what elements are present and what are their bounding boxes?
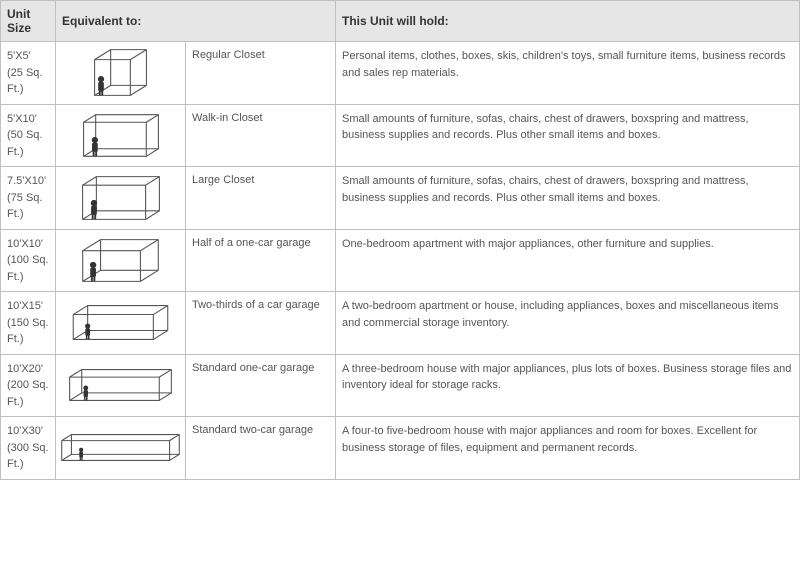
unit-size-cell: 5'X5'(25 Sq. Ft.) bbox=[1, 42, 56, 105]
equivalent-cell: Regular Closet bbox=[186, 42, 336, 105]
table-row: 10'X20'(200 Sq. Ft.) Standard one-car ga… bbox=[1, 354, 800, 417]
storage-unit-icon bbox=[58, 431, 183, 464]
unit-diagram-cell bbox=[56, 167, 186, 230]
unit-size-cell: 10'X10'(100 Sq. Ft.) bbox=[1, 229, 56, 292]
header-equivalent: Equivalent to: bbox=[56, 1, 336, 42]
storage-unit-icon bbox=[58, 302, 183, 343]
table-row: 7.5'X10'(75 Sq. Ft.) Large ClosetSmall a… bbox=[1, 167, 800, 230]
storage-unit-icon bbox=[58, 111, 183, 160]
table-row: 10'X15'(150 Sq. Ft.) Two-thirds of a car… bbox=[1, 292, 800, 355]
holds-cell: One-bedroom apartment with major applian… bbox=[336, 229, 800, 292]
equivalent-cell: Walk-in Closet bbox=[186, 104, 336, 167]
table-header-row: Unit Size Equivalent to: This Unit will … bbox=[1, 1, 800, 42]
storage-unit-icon bbox=[58, 46, 183, 99]
equivalent-cell: Half of a one-car garage bbox=[186, 229, 336, 292]
unit-diagram-cell bbox=[56, 292, 186, 355]
storage-size-table: Unit Size Equivalent to: This Unit will … bbox=[0, 0, 800, 480]
holds-cell: Personal items, clothes, boxes, skis, ch… bbox=[336, 42, 800, 105]
table-row: 10'X30'(300 Sq. Ft.) Standard two-car ga… bbox=[1, 417, 800, 480]
unit-size-cell: 7.5'X10'(75 Sq. Ft.) bbox=[1, 167, 56, 230]
holds-cell: Small amounts of furniture, sofas, chair… bbox=[336, 104, 800, 167]
holds-cell: A three-bedroom house with major applian… bbox=[336, 354, 800, 417]
header-unit-size: Unit Size bbox=[1, 1, 56, 42]
unit-size-cell: 10'X20'(200 Sq. Ft.) bbox=[1, 354, 56, 417]
storage-unit-icon bbox=[58, 173, 183, 223]
table-row: 10'X10'(100 Sq. Ft.) Half of a one-car g… bbox=[1, 229, 800, 292]
unit-diagram-cell bbox=[56, 42, 186, 105]
holds-cell: A four-to five-bedroom house with major … bbox=[336, 417, 800, 480]
header-holds: This Unit will hold: bbox=[336, 1, 800, 42]
unit-size-cell: 5'X10'(50 Sq. Ft.) bbox=[1, 104, 56, 167]
equivalent-cell: Two-thirds of a car garage bbox=[186, 292, 336, 355]
unit-diagram-cell bbox=[56, 354, 186, 417]
table-row: 5'X10'(50 Sq. Ft.) Walk-in ClosetSmall a… bbox=[1, 104, 800, 167]
equivalent-cell: Standard two-car garage bbox=[186, 417, 336, 480]
unit-diagram-cell bbox=[56, 229, 186, 292]
unit-size-cell: 10'X30'(300 Sq. Ft.) bbox=[1, 417, 56, 480]
equivalent-cell: Large Closet bbox=[186, 167, 336, 230]
table-row: 5'X5'(25 Sq. Ft.) Regular ClosetPersonal… bbox=[1, 42, 800, 105]
equivalent-cell: Standard one-car garage bbox=[186, 354, 336, 417]
storage-unit-icon bbox=[58, 366, 183, 404]
unit-diagram-cell bbox=[56, 104, 186, 167]
holds-cell: A two-bedroom apartment or house, includ… bbox=[336, 292, 800, 355]
holds-cell: Small amounts of furniture, sofas, chair… bbox=[336, 167, 800, 230]
unit-diagram-cell bbox=[56, 417, 186, 480]
storage-unit-icon bbox=[58, 236, 183, 285]
unit-size-cell: 10'X15'(150 Sq. Ft.) bbox=[1, 292, 56, 355]
